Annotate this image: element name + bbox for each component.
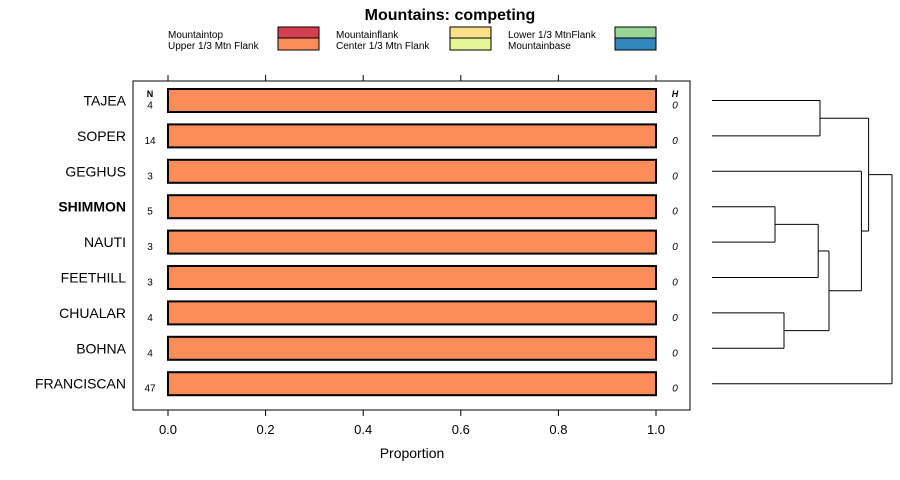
n-value: 3 <box>147 242 153 253</box>
category-label: BOHNA <box>76 340 126 356</box>
bar-rows: TAJEA 4 0 SOPER 14 0 GEGHUS 3 0 SHIMMON 5 0 NAUTI 3 0 F… <box>35 88 678 397</box>
x-axis-label: Proportion <box>380 445 445 461</box>
plot-frame <box>132 80 691 411</box>
h-value: 0 <box>672 136 678 147</box>
n-value: 3 <box>147 171 153 182</box>
x-tick-label: 0.4 <box>354 422 372 437</box>
legend-swatch <box>449 37 492 51</box>
h-value: 0 <box>672 313 678 324</box>
category-label: FEETHILL <box>61 270 127 286</box>
bar <box>167 300 657 326</box>
bar <box>167 335 657 361</box>
h-value: 0 <box>672 348 678 359</box>
n-value: 4 <box>147 348 153 359</box>
legend-label: Mountainbase <box>508 41 571 52</box>
n-value: 47 <box>144 384 156 395</box>
chart-title: Mountains: competing <box>365 7 536 24</box>
h-value: 0 <box>672 384 678 395</box>
legend-label: Lower 1/3 MtnFlank <box>508 30 597 41</box>
category-label: NAUTI <box>84 234 126 250</box>
x-tick-label: 0.2 <box>257 422 275 437</box>
category-label: TAJEA <box>83 93 126 109</box>
h-header: H <box>672 89 679 99</box>
legend-swatch <box>449 26 492 40</box>
bar <box>167 88 657 113</box>
category-label: FRANCISCAN <box>35 376 126 392</box>
x-tick-label: 0.6 <box>452 422 470 437</box>
category-label: SOPER <box>77 128 126 144</box>
legend-swatch <box>277 26 320 40</box>
legend-label: Mountainflank <box>336 30 399 41</box>
legend-swatch <box>614 37 657 51</box>
h-value: 0 <box>672 171 678 182</box>
bar <box>167 371 657 397</box>
n-value: 14 <box>144 136 156 147</box>
legend-label: Mountaintop <box>168 30 223 41</box>
x-axis: 0.0 0.2 0.4 0.6 0.8 1.0 <box>159 75 665 437</box>
legend-swatch <box>614 26 657 40</box>
bar <box>167 158 657 184</box>
h-value: 0 <box>672 242 678 253</box>
n-value: 5 <box>147 207 153 218</box>
bar <box>167 194 657 220</box>
legend-label: Upper 1/3 Mtn Flank <box>168 41 260 52</box>
n-value: 4 <box>147 101 153 112</box>
h-value: 0 <box>672 278 678 289</box>
x-tick-label: 0.0 <box>159 422 177 437</box>
category-label: CHUALAR <box>59 305 126 321</box>
h-value: 0 <box>672 101 678 112</box>
legend-label: Center 1/3 Mtn Flank <box>336 41 430 52</box>
category-label: SHIMMON <box>58 199 126 215</box>
x-tick-label: 1.0 <box>647 422 665 437</box>
category-label: GEGHUS <box>65 163 126 179</box>
n-value: 3 <box>147 278 153 289</box>
bar <box>167 229 657 255</box>
n-header: N <box>147 89 154 99</box>
bar <box>167 123 657 149</box>
legend-swatch <box>277 37 320 51</box>
h-value: 0 <box>672 207 678 218</box>
dendrogram <box>712 100 893 385</box>
n-value: 4 <box>147 313 153 324</box>
x-tick-label: 0.8 <box>549 422 567 437</box>
bar <box>167 265 657 290</box>
